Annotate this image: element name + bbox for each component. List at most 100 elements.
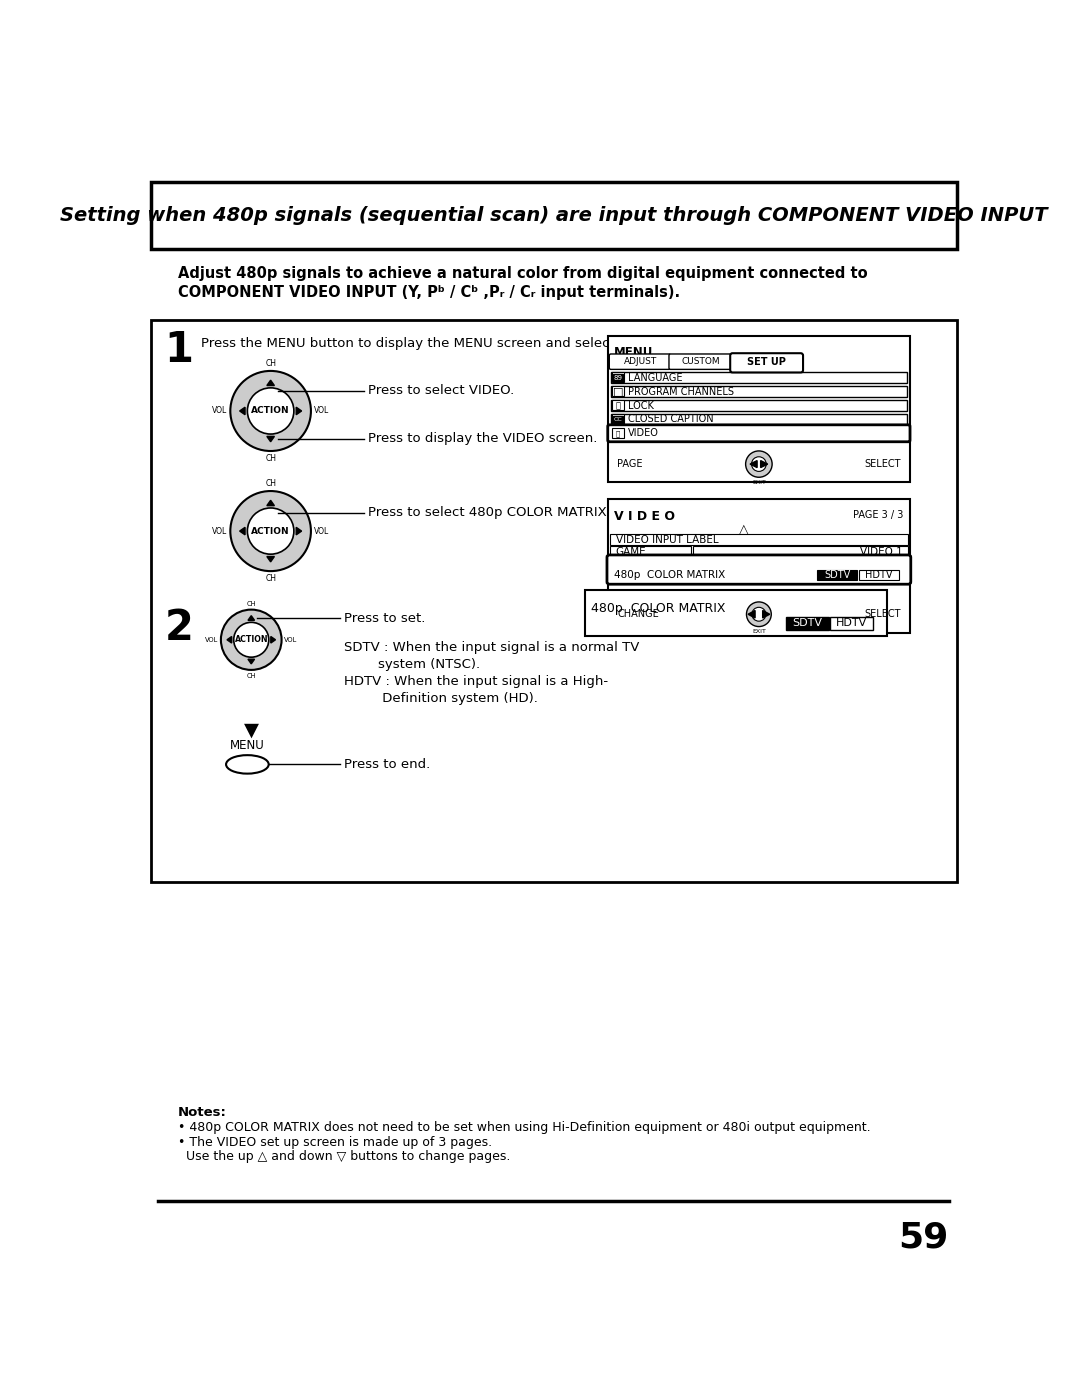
Text: 59: 59 [899, 1221, 948, 1255]
Text: Use the up △ and down ▽ buttons to change pages.: Use the up △ and down ▽ buttons to chang… [177, 1150, 510, 1164]
Polygon shape [240, 407, 245, 415]
Text: 2: 2 [164, 606, 193, 648]
Text: VOL: VOL [212, 407, 227, 415]
Text: ACTION: ACTION [252, 527, 289, 535]
Text: VOL: VOL [212, 527, 227, 535]
Text: EXIT: EXIT [752, 479, 766, 485]
Text: Press to select VIDEO.: Press to select VIDEO. [367, 384, 514, 397]
Circle shape [745, 451, 772, 478]
FancyBboxPatch shape [608, 499, 910, 633]
Text: SDTV: SDTV [792, 619, 822, 629]
Polygon shape [267, 436, 274, 441]
FancyBboxPatch shape [831, 617, 873, 630]
Text: PROGRAM CHANNELS: PROGRAM CHANNELS [627, 387, 734, 397]
Text: 480p  COLOR MATRIX: 480p COLOR MATRIX [613, 570, 725, 580]
Text: system (NTSC).: system (NTSC). [345, 658, 481, 671]
Text: Setting when 480p signals (sequential scan) are input through COMPONENT VIDEO IN: Setting when 480p signals (sequential sc… [59, 205, 1048, 225]
Circle shape [247, 509, 294, 555]
Text: CH: CH [265, 574, 276, 583]
Text: • The VIDEO set up screen is made up of 3 pages.: • The VIDEO set up screen is made up of … [177, 1136, 491, 1150]
Polygon shape [267, 500, 274, 506]
Polygon shape [750, 461, 757, 468]
Circle shape [247, 388, 294, 434]
Text: CH: CH [265, 359, 276, 367]
Text: Adjust 480p signals to achieve a natural color from digital equipment connected : Adjust 480p signals to achieve a natural… [177, 267, 867, 281]
Text: VOL: VOL [205, 637, 218, 643]
Text: MENU: MENU [230, 739, 265, 752]
Polygon shape [760, 461, 768, 468]
Polygon shape [271, 637, 275, 643]
FancyBboxPatch shape [609, 353, 671, 369]
Polygon shape [296, 407, 301, 415]
Text: VIDEO INPUT LABEL: VIDEO INPUT LABEL [616, 535, 718, 545]
Text: VIDEO 1: VIDEO 1 [860, 546, 902, 557]
FancyBboxPatch shape [611, 427, 907, 439]
Polygon shape [267, 556, 274, 562]
Text: □: □ [612, 387, 623, 397]
Text: ADJUST: ADJUST [623, 358, 657, 366]
Text: LANGUAGE: LANGUAGE [627, 373, 683, 383]
Polygon shape [248, 616, 255, 620]
Text: △: △ [739, 524, 748, 536]
Text: Definition system (HD).: Definition system (HD). [345, 692, 538, 705]
FancyBboxPatch shape [859, 570, 900, 580]
FancyBboxPatch shape [610, 546, 691, 557]
FancyBboxPatch shape [610, 534, 907, 545]
Text: Press to display the VIDEO screen.: Press to display the VIDEO screen. [367, 432, 597, 446]
FancyBboxPatch shape [608, 335, 910, 482]
Circle shape [752, 608, 766, 622]
Text: Press to select 480p COLOR MATRIX.: Press to select 480p COLOR MATRIX. [367, 506, 610, 520]
FancyBboxPatch shape [611, 400, 907, 411]
Text: CHANGE: CHANGE [617, 609, 659, 619]
Text: CH: CH [265, 454, 276, 462]
Text: 89: 89 [613, 374, 622, 381]
FancyBboxPatch shape [611, 400, 624, 411]
Polygon shape [248, 659, 255, 664]
FancyBboxPatch shape [611, 387, 624, 397]
Text: CH: CH [246, 672, 256, 679]
Circle shape [230, 372, 311, 451]
Text: LOCK: LOCK [627, 401, 653, 411]
Text: HDTV: HDTV [865, 570, 893, 580]
Text: ACTION: ACTION [234, 636, 268, 644]
Polygon shape [748, 610, 755, 617]
Text: COMPONENT VIDEO INPUT (Y, Pᵇ / Cᵇ ,Pᵣ / Cᵣ input terminals).: COMPONENT VIDEO INPUT (Y, Pᵇ / Cᵇ ,Pᵣ / … [177, 285, 679, 300]
Circle shape [233, 622, 269, 657]
Text: SELECT: SELECT [864, 460, 901, 469]
FancyBboxPatch shape [611, 414, 907, 425]
Text: HDTV: HDTV [836, 619, 867, 629]
Ellipse shape [226, 756, 269, 774]
Text: 480p  COLOR MATRIX: 480p COLOR MATRIX [591, 602, 725, 615]
Polygon shape [762, 610, 770, 617]
Polygon shape [296, 527, 301, 535]
Text: MENU: MENU [613, 346, 653, 359]
Polygon shape [267, 380, 274, 386]
Text: VOL: VOL [314, 527, 329, 535]
FancyBboxPatch shape [611, 427, 624, 437]
Text: GAME: GAME [616, 546, 646, 557]
Text: 🎬: 🎬 [616, 430, 620, 437]
Text: HDTV : When the input signal is a High-: HDTV : When the input signal is a High- [345, 675, 608, 689]
FancyBboxPatch shape [608, 425, 910, 441]
FancyBboxPatch shape [611, 387, 907, 397]
FancyBboxPatch shape [611, 373, 907, 383]
Text: 🔒: 🔒 [616, 401, 620, 411]
FancyBboxPatch shape [607, 555, 910, 584]
FancyBboxPatch shape [693, 546, 907, 557]
Text: • 480p COLOR MATRIX does not need to be set when using Hi-Definition equipment o: • 480p COLOR MATRIX does not need to be … [177, 1120, 870, 1134]
Circle shape [230, 490, 311, 571]
Circle shape [746, 602, 771, 627]
FancyBboxPatch shape [150, 182, 957, 249]
Text: Notes:: Notes: [177, 1105, 227, 1119]
Text: SET UP: SET UP [747, 358, 786, 367]
FancyBboxPatch shape [786, 617, 828, 630]
Text: Press to set.: Press to set. [345, 612, 426, 624]
Text: SELECT: SELECT [864, 609, 901, 619]
Text: V I D E O: V I D E O [613, 510, 675, 522]
Polygon shape [227, 637, 232, 643]
Text: CH: CH [265, 479, 276, 488]
FancyBboxPatch shape [584, 590, 887, 636]
Text: VOL: VOL [314, 407, 329, 415]
Text: Press to end.: Press to end. [345, 759, 431, 771]
FancyBboxPatch shape [816, 570, 858, 580]
